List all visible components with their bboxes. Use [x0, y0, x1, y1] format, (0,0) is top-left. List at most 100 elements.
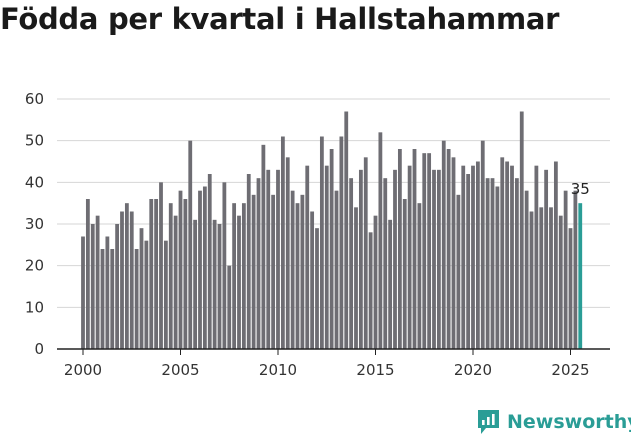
- x-tick-label: 2020: [454, 361, 492, 379]
- bar: [105, 236, 110, 349]
- brand-name: Newsworthy: [507, 411, 631, 433]
- bar: [207, 174, 212, 349]
- bar: [446, 149, 451, 349]
- bar: [266, 169, 271, 349]
- bar: [480, 140, 485, 349]
- bar: [373, 215, 378, 349]
- bar: [485, 178, 490, 349]
- bar: [568, 228, 573, 349]
- bar: [354, 207, 358, 349]
- bar: [241, 203, 246, 349]
- bar: [436, 169, 441, 349]
- bar: [402, 199, 407, 349]
- bar: [553, 161, 558, 349]
- bar: [407, 165, 412, 349]
- bar: [90, 224, 95, 349]
- x-tick-label: 2010: [259, 361, 297, 379]
- bars: [57, 111, 610, 350]
- bar: [193, 219, 198, 349]
- bar: [344, 111, 349, 349]
- bar: [149, 199, 154, 349]
- bar: [295, 203, 300, 349]
- bar: [81, 236, 85, 349]
- bar: [134, 249, 139, 349]
- bar: [544, 169, 549, 349]
- x-tick-label: 2005: [161, 361, 199, 379]
- bar: [417, 203, 422, 349]
- bar: [271, 194, 276, 349]
- bar: [471, 165, 475, 349]
- bar: [217, 224, 222, 349]
- bar: [383, 178, 388, 349]
- bar: [222, 182, 227, 349]
- bar: [159, 182, 163, 349]
- bar: [110, 249, 115, 349]
- x-axis-ticks: 2000 2005 2010 2015 2020 2025: [64, 349, 590, 379]
- bar: [495, 186, 500, 349]
- bar: [139, 228, 144, 349]
- bar: [549, 207, 553, 349]
- bar: [490, 178, 495, 349]
- bar: [183, 199, 188, 349]
- bar: [378, 132, 383, 349]
- last-value-label: 35: [571, 180, 590, 198]
- bar: [129, 211, 134, 349]
- bar: [432, 169, 436, 349]
- bar: [519, 111, 524, 349]
- bar: [276, 169, 280, 349]
- bar: [461, 165, 466, 349]
- bar-latest: [578, 203, 583, 349]
- bar: [163, 240, 168, 349]
- bar: [173, 215, 178, 349]
- bar: [466, 174, 471, 349]
- bar: [212, 219, 217, 349]
- bar: [358, 169, 363, 349]
- bar: [505, 161, 510, 349]
- bar: [261, 144, 266, 349]
- bar: [534, 165, 539, 349]
- bar: [246, 174, 251, 349]
- bar: [363, 157, 368, 349]
- bar: [202, 186, 207, 349]
- bar: [529, 211, 534, 349]
- bar: [305, 165, 310, 349]
- bar: [573, 190, 578, 349]
- bar: [290, 190, 295, 349]
- bar: [441, 140, 446, 349]
- y-tick-label: 10: [25, 298, 44, 316]
- bar: [315, 228, 319, 349]
- bar: [451, 157, 456, 349]
- bar: [324, 165, 329, 349]
- bar: [563, 190, 568, 349]
- bar: [368, 232, 373, 349]
- bar: [232, 203, 237, 349]
- bar: [115, 224, 120, 349]
- bar: [397, 149, 402, 349]
- bar: [388, 219, 393, 349]
- bar: [475, 161, 480, 349]
- bar: [510, 165, 514, 349]
- bar: [339, 136, 344, 349]
- bar: [349, 178, 354, 349]
- bar: [124, 203, 129, 349]
- bar: [456, 194, 461, 349]
- chart-title: Födda per kvartal i Hallstahammar: [0, 2, 560, 36]
- bar: [334, 190, 339, 349]
- bar: [539, 207, 544, 349]
- bar: [500, 157, 505, 349]
- x-tick-label: 2015: [356, 361, 394, 379]
- x-tick-label: 2000: [64, 361, 102, 379]
- bar: [144, 240, 149, 349]
- bar: [329, 149, 334, 349]
- bar: [178, 190, 183, 349]
- y-tick-label: 60: [25, 90, 44, 108]
- bar: [319, 136, 324, 349]
- bar: [427, 153, 432, 349]
- bar: [310, 211, 315, 349]
- bar: [198, 190, 202, 349]
- x-tick-label: 2025: [551, 361, 589, 379]
- bar: [237, 215, 241, 349]
- bar: [393, 169, 397, 349]
- y-tick-label: 0: [34, 340, 44, 358]
